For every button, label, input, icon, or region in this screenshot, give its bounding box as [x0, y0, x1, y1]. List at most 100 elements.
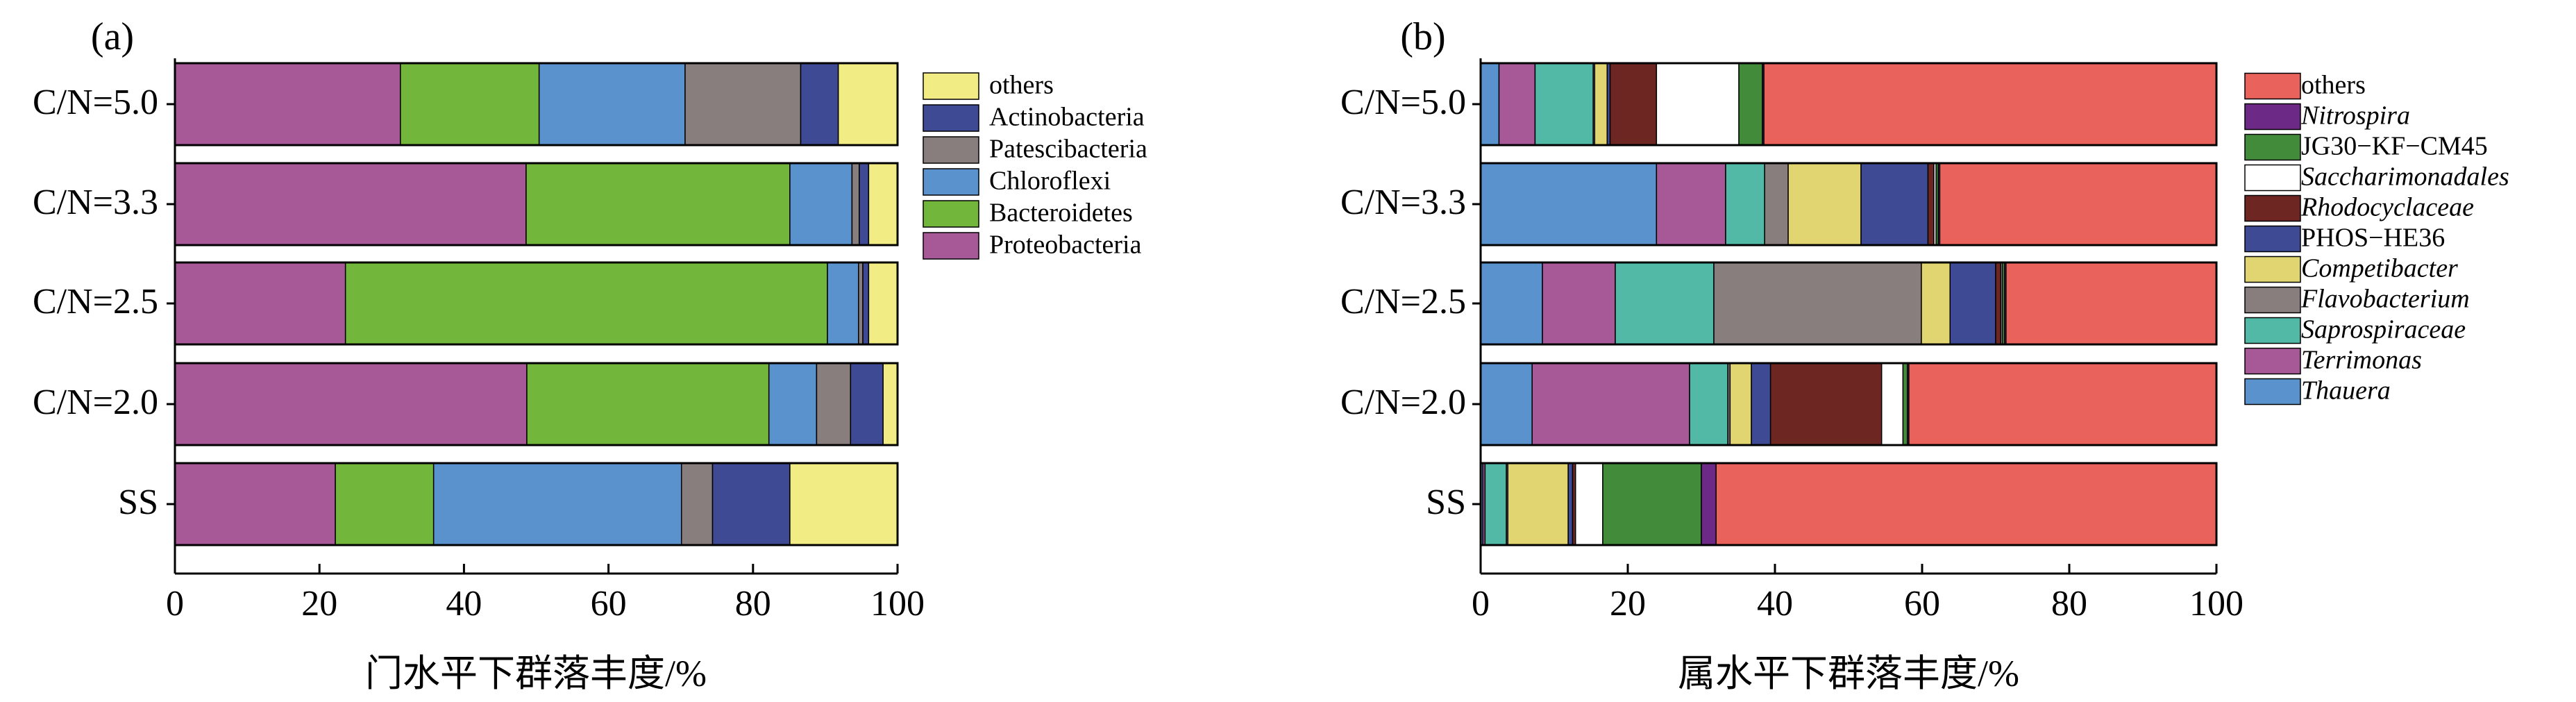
bar-segment [1574, 462, 1603, 546]
bar-segment [1480, 362, 1533, 446]
category-label: C/N=2.5 [1340, 282, 1466, 321]
legend-label: others [989, 71, 1054, 100]
legend-label: Saccharimonadales [2301, 162, 2509, 192]
legend-swatch [923, 72, 979, 100]
bar-segment [1880, 362, 1904, 446]
bar-segment [344, 262, 828, 345]
genus-chart: (b) C/N=5.0 C/N=3.3 C/N=2.5 C/N=2.0 SS 0 20 40 60… [1340, 15, 2509, 694]
x-tick-label: 20 [301, 584, 337, 624]
legend-swatch [923, 200, 979, 228]
x-tick-label: 80 [2051, 584, 2087, 624]
bar-segment [1615, 262, 1715, 345]
x-tick-label: 80 [735, 584, 771, 624]
bar-segment [1908, 362, 2217, 446]
bar-segment [1507, 462, 1569, 546]
legend: others Actinobacteria Patescibacteria Chlor… [923, 71, 1147, 260]
legend: othersNitrospiraJG30−KF−CM45Saccharimona… [2244, 71, 2509, 406]
bar-segment [1738, 62, 1763, 146]
legend-label: Nitrospira [2300, 101, 2410, 131]
bar-segment [816, 362, 852, 446]
legend-swatch [2244, 286, 2301, 314]
bar-segment [868, 162, 898, 246]
stacked-bar [1479, 261, 2218, 346]
legend-label: Thauera [2301, 376, 2391, 406]
x-tick-label: 0 [1472, 584, 1490, 624]
bar-segment [525, 162, 791, 246]
bar-segment [1531, 362, 1690, 446]
legend-swatch [2244, 378, 2301, 406]
x-tick-label: 40 [1757, 584, 1793, 624]
legend-label: JG30−KF−CM45 [2301, 132, 2488, 161]
bar-segment [859, 162, 870, 246]
bar-segment [174, 62, 401, 146]
bar-segment [768, 362, 818, 446]
bar-segment [1715, 462, 2217, 546]
legend-label: Bacteroidetes [989, 199, 1133, 228]
bar-segment [851, 162, 860, 246]
bar-segment [335, 462, 435, 546]
bar-segment [862, 262, 870, 345]
bar-segment [1902, 362, 1908, 446]
bar-segment [1567, 462, 1574, 546]
legend-swatch [2244, 225, 2301, 253]
legend-label: Actinobacteria [989, 103, 1145, 132]
stacked-bar [174, 462, 899, 546]
legend-swatch [923, 232, 979, 260]
legend-swatch [2244, 256, 2301, 283]
legend-swatch [923, 168, 979, 196]
legend-label: Patescibacteria [989, 135, 1147, 164]
legend-label: Proteobacteria [989, 231, 1142, 260]
legend-swatch [923, 136, 979, 164]
bar-segment [1480, 162, 1658, 246]
bar-segment [1534, 62, 1594, 146]
bar-segment [1787, 162, 1862, 246]
bar-segment [174, 162, 527, 246]
bar-segment [1689, 362, 1728, 446]
legend-label: Terrimonas [2301, 346, 2422, 375]
bar-segment [174, 462, 336, 546]
legend-swatch [923, 104, 979, 132]
category-label: C/N=5.0 [33, 83, 158, 122]
stacked-bar [1479, 162, 2218, 246]
category-label: C/N=3.3 [33, 183, 158, 222]
bar-segment [1594, 62, 1608, 146]
stacked-bar [174, 261, 899, 346]
stacked-bar [1479, 462, 2218, 546]
x-tick-label: 20 [1610, 584, 1646, 624]
stacked-bar [1479, 362, 2218, 446]
bar-segment [1656, 62, 1740, 146]
bar-segment [2005, 262, 2217, 345]
category-label: C/N=2.5 [33, 282, 158, 321]
x-tick-label: 40 [446, 584, 482, 624]
bar-segment [858, 262, 864, 345]
category-label: SS [118, 483, 158, 522]
legend-swatch [2244, 317, 2301, 344]
bar-segment [837, 62, 898, 146]
bar-segment [526, 362, 770, 446]
bar-segment [1609, 62, 1658, 146]
bar-segment [1921, 262, 1951, 345]
bar-segment [1484, 462, 1507, 546]
bar-segment [1701, 462, 1717, 546]
bar-segment [1480, 62, 1500, 146]
x-tick-label: 0 [166, 584, 184, 624]
x-tick-label: 100 [2189, 584, 2244, 624]
panel-label: (b) [1400, 15, 1445, 58]
x-tick-label: 100 [870, 584, 925, 624]
bar-segment [1725, 162, 1765, 246]
bar-segment [1949, 262, 1996, 345]
bar-segment [680, 462, 714, 546]
legend-label: others [2301, 71, 2366, 100]
bar-segment [1763, 62, 2217, 146]
bar-segment [174, 362, 528, 446]
stacked-bar [174, 62, 899, 147]
bar-segment [850, 362, 884, 446]
bar-segment [1656, 162, 1726, 246]
stacked-bar [174, 162, 899, 246]
bar-segment [432, 462, 682, 546]
legend-label: Flavobacterium [2300, 285, 2470, 314]
category-label: C/N=2.0 [33, 383, 158, 422]
bar-segment [882, 362, 898, 446]
panel-label: (a) [91, 15, 134, 58]
